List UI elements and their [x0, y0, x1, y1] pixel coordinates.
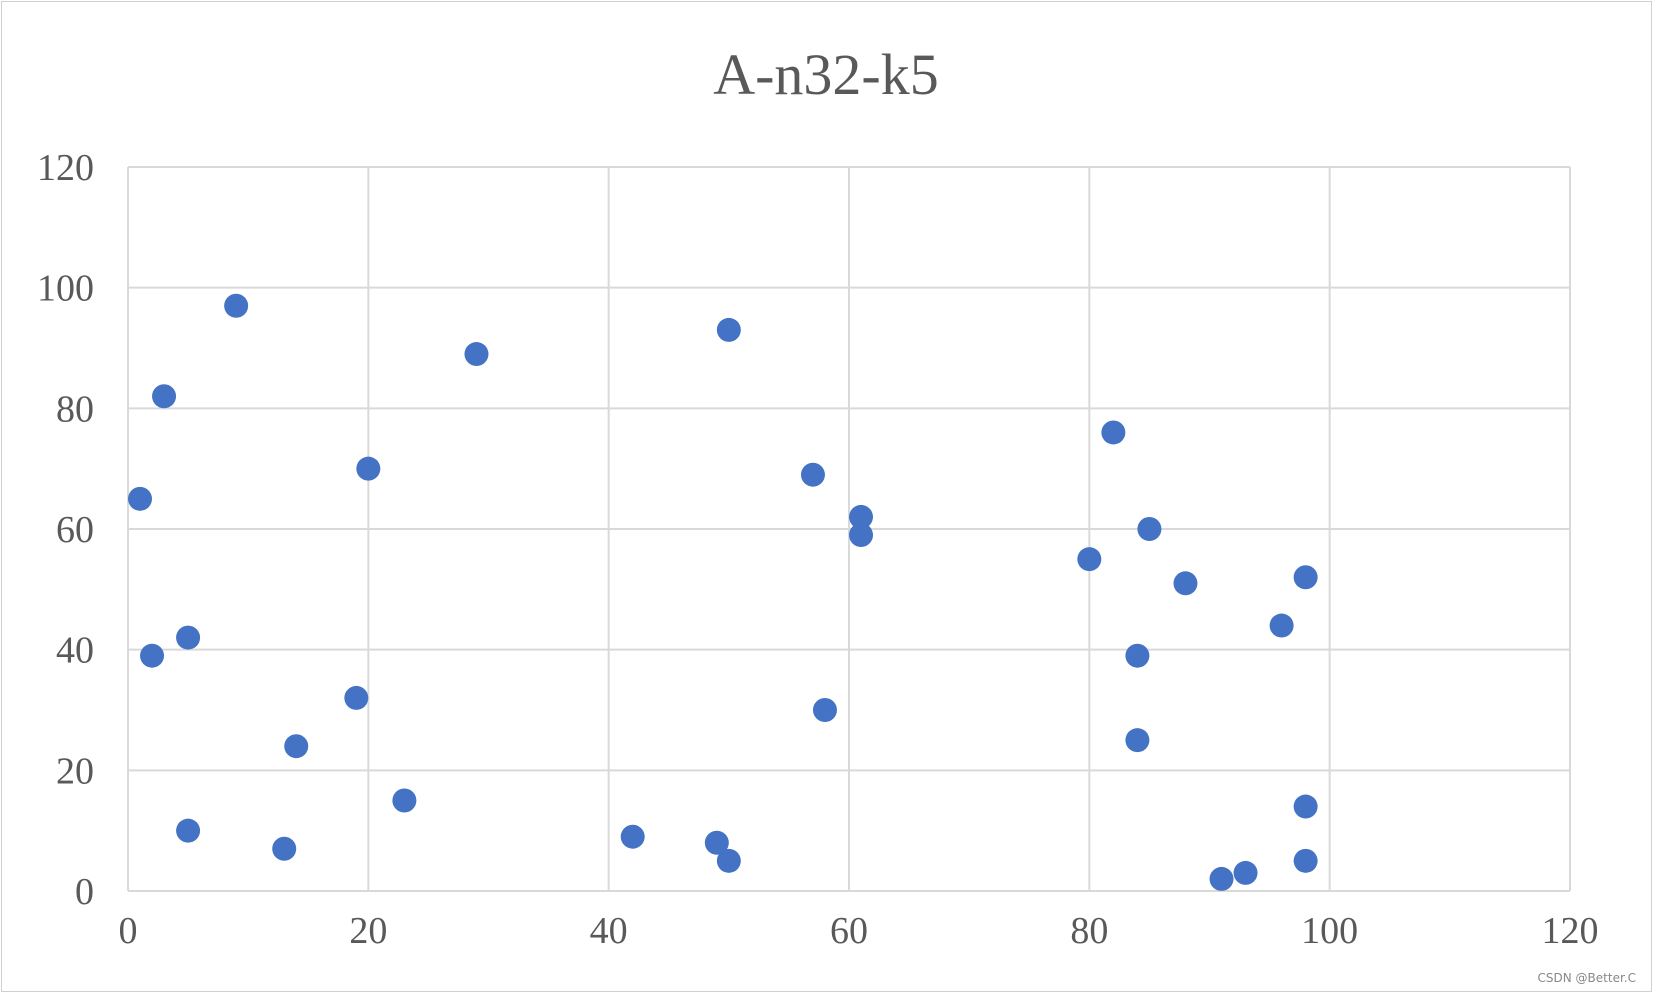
data-point — [620, 824, 645, 849]
data-point — [1101, 420, 1126, 445]
x-axis-ticks: 0 20 40 60 80 100 120 — [119, 910, 1599, 952]
watermark: CSDN @Better.C — [1538, 971, 1636, 985]
x-tick-label: 100 — [1301, 910, 1358, 952]
x-tick-label: 40 — [590, 910, 628, 952]
grid — [127, 166, 1571, 892]
data-point — [1293, 848, 1318, 873]
chart-title: A-n32-k5 — [713, 42, 939, 107]
data-point — [1209, 866, 1234, 891]
data-point — [716, 848, 741, 873]
data-point — [272, 836, 297, 861]
x-tick-label: 0 — [119, 910, 138, 952]
data-point — [176, 818, 201, 843]
data-point — [128, 486, 153, 511]
data-point — [849, 504, 874, 529]
x-tick-label: 20 — [349, 910, 387, 952]
y-tick-label: 80 — [56, 388, 94, 430]
y-tick-label: 0 — [75, 871, 94, 913]
y-tick-label: 120 — [37, 147, 94, 189]
y-axis-ticks: 0 20 40 60 80 100 120 — [37, 147, 94, 913]
y-tick-label: 60 — [56, 509, 94, 551]
x-tick-label: 60 — [830, 910, 868, 952]
data-point — [284, 734, 309, 759]
data-point — [1233, 860, 1258, 885]
data-points — [128, 293, 1318, 891]
data-point — [224, 293, 249, 318]
y-tick-label: 20 — [56, 750, 94, 792]
data-point — [849, 523, 874, 548]
data-point — [464, 342, 489, 367]
data-point — [140, 643, 165, 668]
data-point — [1293, 565, 1318, 590]
data-point — [1137, 517, 1162, 541]
x-tick-label: 80 — [1070, 910, 1108, 952]
data-point — [1269, 613, 1294, 638]
data-point — [1125, 728, 1150, 753]
data-point — [716, 317, 741, 342]
data-point — [392, 788, 417, 813]
y-tick-label: 40 — [56, 630, 94, 672]
data-point — [1077, 547, 1102, 572]
data-point — [704, 830, 729, 855]
data-point — [800, 462, 825, 487]
y-tick-label: 100 — [37, 268, 94, 310]
data-point — [176, 625, 201, 650]
data-point — [812, 698, 837, 722]
data-point — [1173, 571, 1198, 596]
x-tick-label: 120 — [1542, 910, 1599, 952]
data-point — [356, 456, 381, 481]
data-point — [152, 384, 177, 409]
data-point — [1125, 643, 1150, 668]
data-point — [1293, 794, 1318, 819]
data-point — [344, 685, 369, 710]
